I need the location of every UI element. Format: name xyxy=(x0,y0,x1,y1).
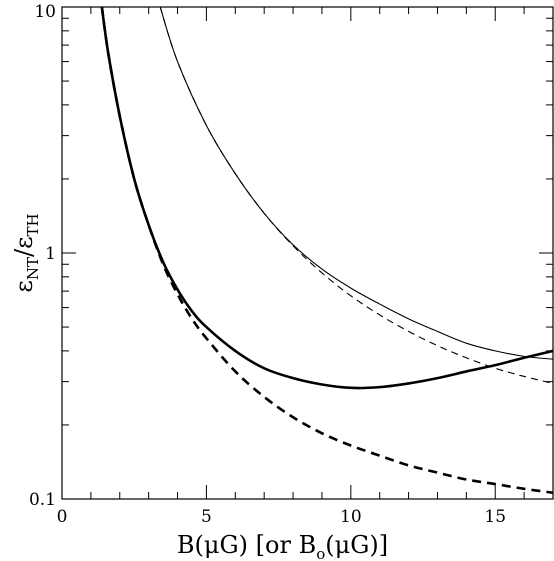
ticks-layer xyxy=(61,6,554,500)
svg-text:εNT/εTH: εNT/εTH xyxy=(10,213,42,292)
series-layer xyxy=(100,7,553,495)
x-axis-label: B(μG) [or Bo(μG)] xyxy=(177,531,388,561)
series-line-3-thin-solid xyxy=(159,7,553,360)
y-tick-label: 1 xyxy=(45,244,56,264)
x-tick-label: 0 xyxy=(57,507,68,527)
x-tick-label: 15 xyxy=(484,507,506,527)
labels-layer: 0 5 10 15 0.1 1 10 xyxy=(29,2,506,527)
series-line-1-thick-solid xyxy=(100,7,553,390)
x-tick-label: 10 xyxy=(340,507,362,527)
y-tick-label: 0.1 xyxy=(29,490,56,510)
y-axis-label: εNT/εTH xyxy=(10,213,42,292)
x-tick-label: 5 xyxy=(201,507,212,527)
y-tick-label: 10 xyxy=(34,2,56,22)
series-line-2-thick-dashed xyxy=(100,7,553,495)
series-line-4-thin-dashed xyxy=(159,7,553,384)
